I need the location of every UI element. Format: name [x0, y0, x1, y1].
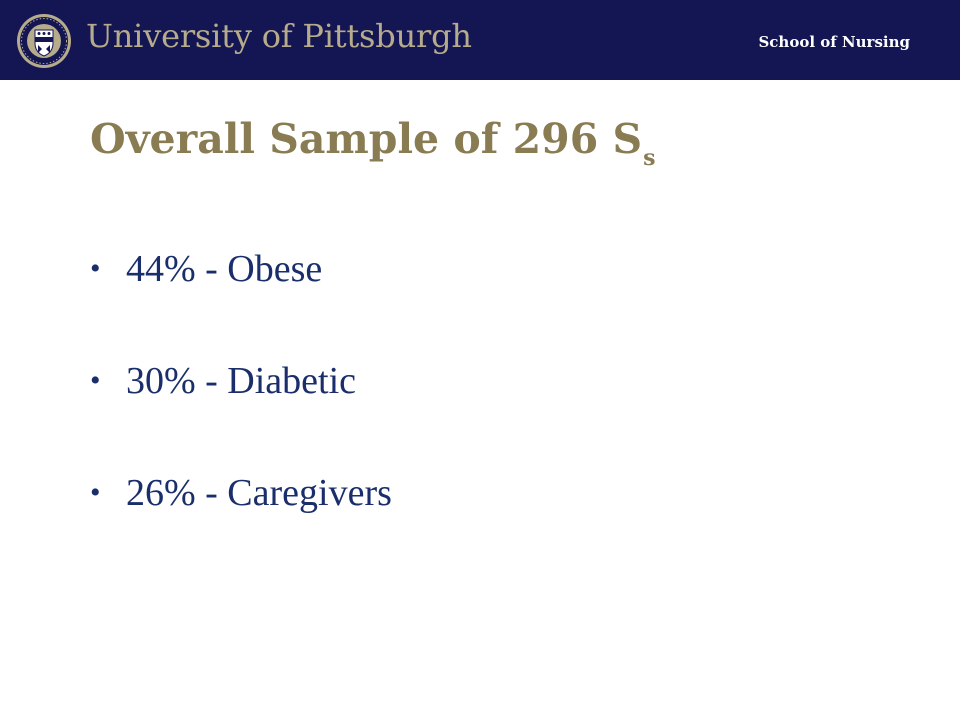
bullet-item: • 44% - Obese	[90, 246, 392, 358]
slide-title-subscript: s	[643, 145, 656, 171]
bullet-text: 26% - Caregivers	[126, 472, 392, 514]
slide-title-text: Overall Sample of 296 S	[90, 115, 643, 163]
bullet-text: 30% - Diabetic	[126, 360, 357, 402]
bullet-text: 44% - Obese	[126, 248, 323, 290]
university-seal-icon	[17, 14, 71, 68]
bullet-item: • 30% - Diabetic	[90, 358, 392, 470]
university-wordmark: University of Pittsburgh	[86, 17, 472, 55]
bullet-list: • 44% - Obese • 30% - Diabetic • 26% - C…	[90, 246, 392, 582]
bullet-dot-icon: •	[90, 252, 101, 285]
slide-title: Overall Sample of 296 Ss	[90, 115, 656, 171]
bullet-item: • 26% - Caregivers	[90, 470, 392, 582]
bullet-dot-icon: •	[90, 364, 101, 397]
bullet-dot-icon: •	[90, 476, 101, 509]
header-bar: University of Pittsburgh School of Nursi…	[0, 0, 960, 80]
school-label: School of Nursing	[758, 33, 910, 51]
